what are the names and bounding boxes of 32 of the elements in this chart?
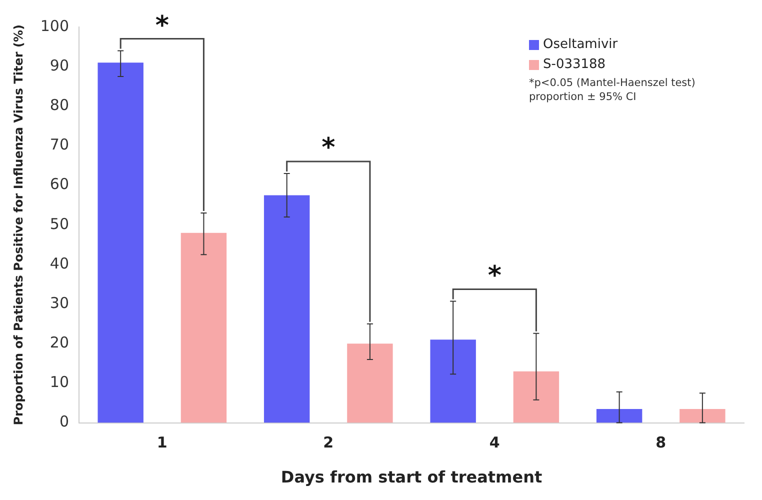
- y-tick-label: 40: [50, 254, 70, 272]
- bar: [513, 371, 560, 423]
- annotation: proportion ± 95% CI: [529, 91, 638, 103]
- bar: [430, 340, 476, 423]
- bar: [680, 408, 726, 423]
- annotation: *: [154, 10, 170, 41]
- bar: [264, 195, 310, 423]
- legend-label: S-033188: [543, 57, 606, 72]
- annotation: *: [486, 261, 502, 292]
- bar: [596, 408, 642, 423]
- y-tick-label: 100: [40, 16, 70, 35]
- annotation: *p<0.05 (Mantel-Haenszel test): [529, 77, 696, 89]
- y-tick-label: 10: [50, 373, 70, 392]
- bar: [98, 62, 144, 423]
- y-tick-label: 0: [59, 412, 70, 431]
- y-tick-label: 50: [50, 214, 70, 233]
- x-tick-label: 2: [323, 434, 334, 452]
- bar: [180, 232, 227, 423]
- x-tick-label: 4: [489, 434, 500, 452]
- y-tick-label: 70: [50, 136, 70, 154]
- x-axis-title: Days from start of treatment: [280, 468, 542, 487]
- y-tick-label: 90: [50, 56, 70, 74]
- bar: [347, 344, 393, 423]
- annotation: *: [320, 133, 336, 164]
- y-tick-label: 80: [50, 96, 70, 114]
- x-tick-label: 8: [656, 434, 666, 452]
- y-tick-label: 30: [50, 294, 70, 312]
- y-axis-title: Proportion of Patients Positive for Influenza Virus Titer (%): [11, 24, 26, 426]
- y-tick-label: 60: [50, 175, 70, 194]
- y-tick-label: 20: [50, 334, 70, 352]
- x-tick-label: 1: [156, 434, 168, 452]
- legend-label: Oseltamivir: [543, 37, 618, 52]
